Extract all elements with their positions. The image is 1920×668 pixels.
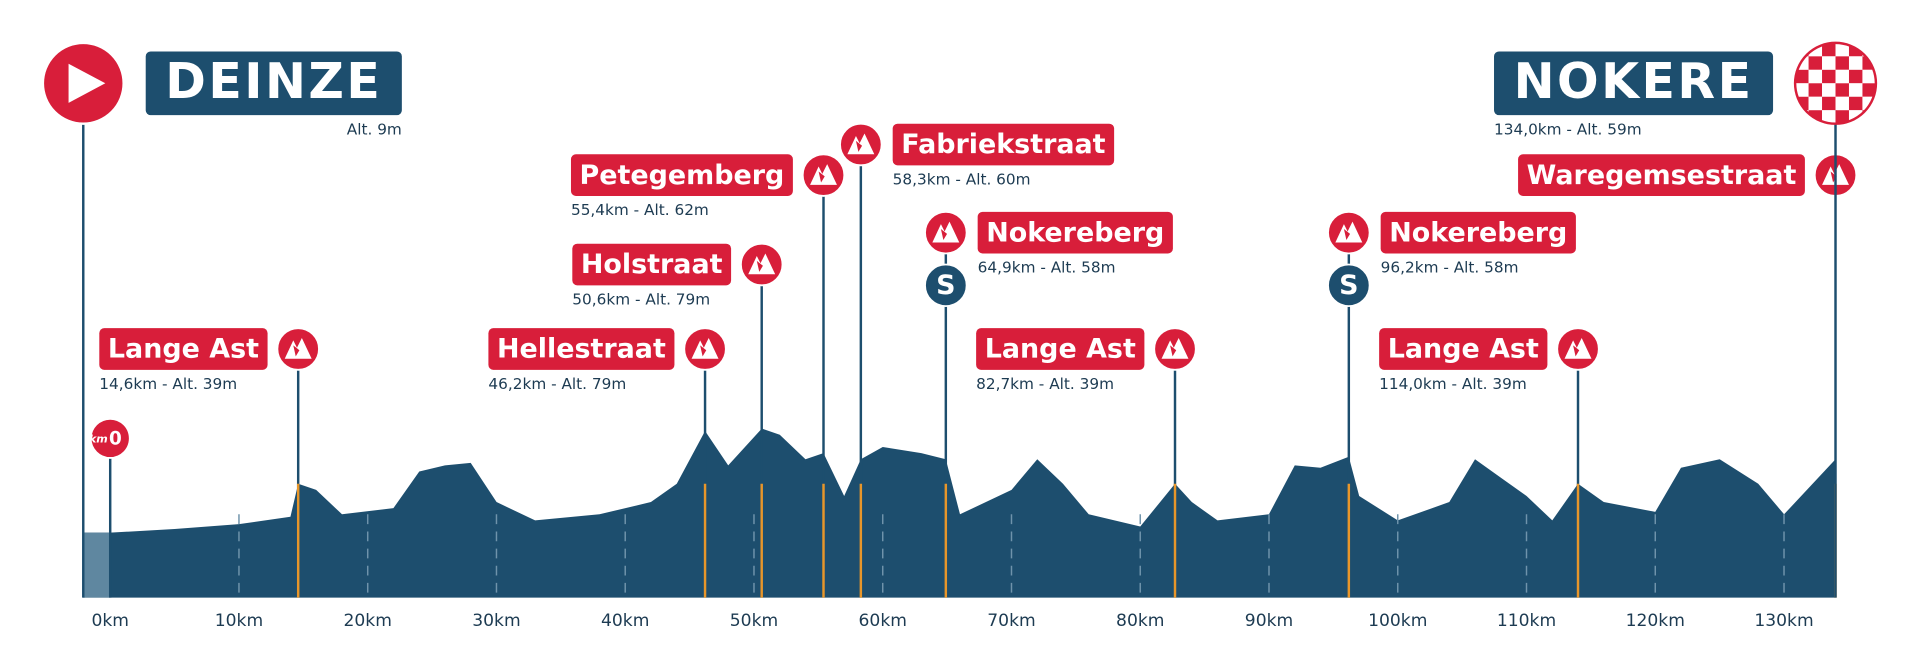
checker xyxy=(1822,69,1836,84)
climb-name: Lange Ast xyxy=(1388,334,1539,365)
start-name: DEINZE xyxy=(165,53,382,110)
climb-name-box xyxy=(1518,154,1805,196)
checker xyxy=(1808,56,1823,70)
climb-name: Waregemsestraat xyxy=(1527,160,1797,191)
checker xyxy=(1862,69,1876,84)
neutral-zone xyxy=(83,532,111,598)
finish-info: 134,0km - Alt. 59m xyxy=(1494,120,1642,138)
climb-name: Lange Ast xyxy=(108,334,259,365)
climb-info: 55,4km - Alt. 62m xyxy=(571,201,709,219)
axis-label: 120km xyxy=(1626,611,1685,631)
climb-name: Nokereberg xyxy=(1389,217,1567,248)
km0-badge xyxy=(89,417,131,459)
checker xyxy=(1822,56,1836,70)
mountain-glyph xyxy=(691,337,719,359)
checker xyxy=(1822,83,1836,97)
sprint-icon xyxy=(924,263,968,308)
climb-name: Hellestraat xyxy=(497,334,666,365)
climb-info: 14,6km - Alt. 39m xyxy=(99,375,237,393)
checker xyxy=(1808,69,1823,84)
climb-name: Lange Ast xyxy=(985,334,1136,365)
axis-label: 80km xyxy=(1116,611,1164,631)
checker xyxy=(1822,110,1836,124)
mountain-glyph xyxy=(810,164,837,185)
checker xyxy=(1835,42,1849,57)
climb-info: 96,2km - Alt. 58m xyxy=(1381,259,1519,277)
axis-label: 40km xyxy=(601,611,649,631)
climb-name-box xyxy=(1379,328,1548,370)
climb-name-box xyxy=(1380,211,1576,254)
climb-name-box xyxy=(977,211,1173,254)
climb-info: 58,3km - Alt. 60m xyxy=(893,171,1031,189)
climb-info: 50,6km - Alt. 79m xyxy=(572,291,710,309)
checker xyxy=(1835,69,1849,84)
elevation-profile xyxy=(83,428,1836,598)
mountain-glyph xyxy=(748,253,776,275)
checker xyxy=(1835,96,1849,111)
climb-info: 46,2km - Alt. 79m xyxy=(488,375,626,393)
axis-label: 70km xyxy=(987,611,1035,631)
checker xyxy=(1808,96,1823,111)
sprint-label: S xyxy=(1339,270,1358,301)
climb-info: 82,7km - Alt. 39m xyxy=(976,375,1114,393)
start-name-box xyxy=(145,51,402,116)
checker xyxy=(1835,110,1849,124)
checker xyxy=(1848,69,1863,84)
finish-ring xyxy=(1793,41,1878,125)
climb-name-box xyxy=(572,243,732,286)
climb-name-box xyxy=(488,328,675,370)
climb-name-box xyxy=(976,328,1145,370)
axis-label: 0km xyxy=(91,611,129,631)
checker xyxy=(1808,83,1823,97)
km0-value: 0 xyxy=(109,429,122,450)
checker xyxy=(1795,83,1809,97)
checker xyxy=(1795,69,1809,84)
checker xyxy=(1822,42,1836,57)
start-info: Alt. 9m xyxy=(347,120,402,138)
axis-label: 60km xyxy=(859,611,907,631)
checker xyxy=(1862,83,1876,97)
axis-label: 10km xyxy=(215,611,263,631)
axis-label: 50km xyxy=(730,611,778,631)
climb-name-box xyxy=(892,123,1115,166)
mountain-glyph xyxy=(1564,337,1592,359)
axis-label: 90km xyxy=(1245,611,1293,631)
checker xyxy=(1835,56,1849,70)
climb-name: Holstraat xyxy=(581,249,723,280)
climb-info: 64,9km - Alt. 58m xyxy=(978,259,1116,277)
axis-label: 130km xyxy=(1754,611,1813,631)
mountain-glyph xyxy=(847,133,875,155)
axis-label: 110km xyxy=(1497,611,1556,631)
axis-label: 30km xyxy=(472,611,520,631)
sprint-icon xyxy=(1327,263,1371,308)
km0-unit: km xyxy=(89,433,108,446)
climb-name-box xyxy=(99,328,268,370)
checker xyxy=(1848,96,1863,111)
mountain-glyph xyxy=(284,337,312,359)
checker xyxy=(1848,56,1863,70)
climb-name: Fabriekstraat xyxy=(901,129,1105,160)
climb-info: 114,0km - Alt. 39m xyxy=(1379,375,1527,393)
climb-name: Petegemberg xyxy=(580,160,785,191)
axis-label: 20km xyxy=(344,611,392,631)
mountain-glyph xyxy=(932,221,960,243)
checker xyxy=(1822,96,1836,111)
checker xyxy=(1835,83,1849,97)
sprint-label: S xyxy=(936,270,955,301)
finish-name: NOKERE xyxy=(1514,53,1754,110)
checker xyxy=(1848,83,1863,97)
climb-name: Nokereberg xyxy=(986,217,1164,248)
climb-name-box xyxy=(570,154,793,196)
axis-label: 100km xyxy=(1368,611,1427,631)
mountain-glyph xyxy=(1161,337,1189,359)
mountain-glyph xyxy=(1335,221,1363,243)
finish-name-box xyxy=(1494,51,1774,116)
start-arrow xyxy=(68,63,106,103)
